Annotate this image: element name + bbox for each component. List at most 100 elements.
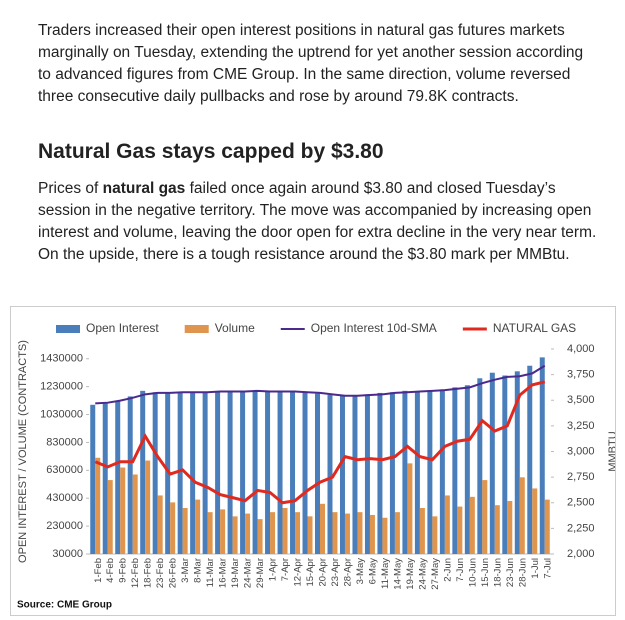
bar <box>419 507 425 554</box>
bar <box>414 391 420 554</box>
x-tick-label: 24-May <box>417 558 428 590</box>
bar <box>494 505 500 554</box>
bar <box>394 512 400 554</box>
x-tick-label: 23-Jun <box>505 558 516 587</box>
x-tick-label: 6-May <box>367 558 378 585</box>
bar <box>282 507 288 554</box>
bar <box>107 480 113 554</box>
x-tick-label: 2-Jun <box>442 558 453 582</box>
x-tick-label: 24-Mar <box>243 558 254 588</box>
bar <box>152 392 158 554</box>
bar <box>190 391 196 554</box>
bar <box>277 392 283 554</box>
bar <box>202 392 208 554</box>
bar <box>332 512 338 554</box>
x-tick-label: 11-Mar <box>205 558 216 587</box>
x-tick-label: 19-May <box>405 558 416 590</box>
x-tick-label: 23-Feb <box>155 558 166 588</box>
bar <box>245 513 251 554</box>
bar <box>402 390 408 554</box>
bar <box>302 392 308 554</box>
bar <box>532 488 538 554</box>
bar <box>502 375 508 554</box>
x-tick-label: 10-Jun <box>467 558 478 587</box>
bar <box>102 403 108 554</box>
y-tick-label: 230000 <box>46 520 83 532</box>
x-tick-label: 1-Apr <box>268 558 279 581</box>
bar <box>240 391 246 554</box>
x-tick-label: 27-May <box>430 558 441 590</box>
y2-tick-label: 2,250 <box>567 522 595 534</box>
y2-axis-title: MMBTU <box>607 431 615 471</box>
bar <box>320 503 325 554</box>
bar <box>145 460 151 554</box>
bar <box>270 512 276 554</box>
line <box>94 380 546 505</box>
legend-label: NATURAL GAS <box>493 321 576 335</box>
bar <box>327 395 333 554</box>
text: failed once again around $3.80 and close… <box>38 180 597 263</box>
bar <box>170 502 176 554</box>
legend-label: Volume <box>215 321 255 335</box>
bar <box>227 392 233 554</box>
bar <box>120 467 126 554</box>
bar <box>257 519 263 554</box>
legend-swatch <box>56 325 80 333</box>
bar <box>427 390 433 554</box>
y2-tick-label: 2,750 <box>567 471 595 483</box>
x-tick-label: 15-Apr <box>305 558 316 587</box>
y2-tick-label: 3,750 <box>567 369 595 381</box>
chart-frame: 30000 230000 430000 630000 830000 1030000 1230… <box>10 306 619 616</box>
bar <box>195 499 201 554</box>
y-axis-title: OPEN INTEREST / VOLUME (CONTRACTS) <box>17 340 29 563</box>
y-tick-label: 1430000 <box>40 353 83 365</box>
x-tick-label: 28-Jun <box>517 558 528 587</box>
y-tick-label: 430000 <box>46 492 83 504</box>
y2-tick-label: 2,000 <box>567 548 595 560</box>
bar <box>544 499 550 554</box>
x-tick-label: 15-Jun <box>480 558 491 587</box>
bar <box>115 400 121 554</box>
x-tick-label: 7-Jun <box>455 558 466 582</box>
bar <box>432 516 438 554</box>
bold-text[interactable]: natural gas <box>102 180 186 197</box>
x-tick-label: 11-May <box>380 558 391 589</box>
x-tick-label: 29-Mar <box>255 558 266 588</box>
y-tick-label: 1230000 <box>40 381 83 393</box>
bar <box>127 396 133 554</box>
bar <box>469 496 475 554</box>
bar <box>514 371 520 554</box>
text: Prices of <box>38 180 103 197</box>
y2-tick-label: 3,000 <box>567 445 595 457</box>
heading: Natural Gas stays capped by $3.80 <box>38 140 384 163</box>
y2-tick-label: 3,250 <box>567 420 595 432</box>
x-tick-label: 23-Apr <box>330 558 341 587</box>
bar <box>95 457 101 554</box>
bar <box>140 390 146 554</box>
bar <box>382 517 388 554</box>
x-tick-label: 9-Feb <box>118 558 129 583</box>
y-tick-label: 1030000 <box>40 408 83 420</box>
x-tick-label: 18-Jun <box>492 558 503 587</box>
bar <box>527 365 533 554</box>
bar <box>177 392 183 554</box>
bar <box>377 392 383 554</box>
bar <box>489 372 495 554</box>
bar <box>444 495 450 554</box>
x-tick-label: 20-Apr <box>318 558 329 587</box>
bar <box>389 392 395 554</box>
bar <box>157 495 163 554</box>
bar <box>252 390 258 554</box>
x-tick-label: 8-Mar <box>193 558 204 583</box>
bar <box>369 514 375 554</box>
x-tick-label: 16-Mar <box>218 558 229 588</box>
bar <box>407 463 413 554</box>
x-tick-label: 14-May <box>392 558 403 590</box>
paragraph: Traders increased their open interest po… <box>38 22 584 105</box>
bar <box>507 501 513 554</box>
x-tick-label: 3-Mar <box>180 558 191 583</box>
bar <box>290 391 296 554</box>
y2-tick-label: 3,500 <box>567 394 595 406</box>
bar <box>182 507 188 554</box>
